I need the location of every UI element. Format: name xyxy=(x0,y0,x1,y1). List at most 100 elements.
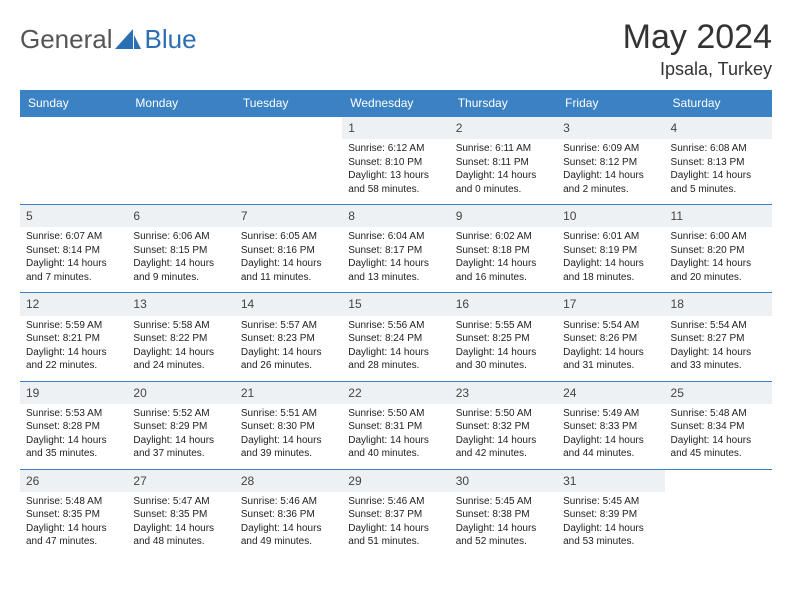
day-number: 15 xyxy=(342,293,449,315)
day-cell: 18Sunrise: 5:54 AMSunset: 8:27 PMDayligh… xyxy=(665,293,772,381)
day-number: 26 xyxy=(20,470,127,492)
logo: General Blue xyxy=(20,18,197,55)
day-cell: 7Sunrise: 6:05 AMSunset: 8:16 PMDaylight… xyxy=(235,205,342,293)
day-cell: 21Sunrise: 5:51 AMSunset: 8:30 PMDayligh… xyxy=(235,381,342,469)
day-cell: 26Sunrise: 5:48 AMSunset: 8:35 PMDayligh… xyxy=(20,469,127,557)
day-content: Sunrise: 5:48 AMSunset: 8:34 PMDaylight:… xyxy=(665,404,772,469)
day-cell: 8Sunrise: 6:04 AMSunset: 8:17 PMDaylight… xyxy=(342,205,449,293)
day-number: 16 xyxy=(450,293,557,315)
week-row: 19Sunrise: 5:53 AMSunset: 8:28 PMDayligh… xyxy=(20,381,772,469)
day-number: 29 xyxy=(342,470,449,492)
day-content: Sunrise: 5:47 AMSunset: 8:35 PMDaylight:… xyxy=(127,492,234,557)
page-title: May 2024 xyxy=(623,18,772,57)
header: General Blue May 2024 Ipsala, Turkey xyxy=(20,18,772,80)
day-cell: 15Sunrise: 5:56 AMSunset: 8:24 PMDayligh… xyxy=(342,293,449,381)
weekday-header: Thursday xyxy=(450,90,557,117)
week-row: 5Sunrise: 6:07 AMSunset: 8:14 PMDaylight… xyxy=(20,205,772,293)
day-content: Sunrise: 5:56 AMSunset: 8:24 PMDaylight:… xyxy=(342,316,449,381)
day-content: Sunrise: 6:04 AMSunset: 8:17 PMDaylight:… xyxy=(342,227,449,292)
day-number: 28 xyxy=(235,470,342,492)
day-cell: 12Sunrise: 5:59 AMSunset: 8:21 PMDayligh… xyxy=(20,293,127,381)
day-number: 1 xyxy=(342,117,449,139)
weekday-header: Monday xyxy=(127,90,234,117)
day-cell: 9Sunrise: 6:02 AMSunset: 8:18 PMDaylight… xyxy=(450,205,557,293)
week-row: 12Sunrise: 5:59 AMSunset: 8:21 PMDayligh… xyxy=(20,293,772,381)
day-content: Sunrise: 6:06 AMSunset: 8:15 PMDaylight:… xyxy=(127,227,234,292)
day-content: Sunrise: 6:01 AMSunset: 8:19 PMDaylight:… xyxy=(557,227,664,292)
logo-text-general: General xyxy=(20,24,113,55)
day-content: Sunrise: 5:55 AMSunset: 8:25 PMDaylight:… xyxy=(450,316,557,381)
day-content: Sunrise: 6:02 AMSunset: 8:18 PMDaylight:… xyxy=(450,227,557,292)
day-cell xyxy=(235,117,342,205)
day-number: 11 xyxy=(665,205,772,227)
week-row: 26Sunrise: 5:48 AMSunset: 8:35 PMDayligh… xyxy=(20,469,772,557)
title-block: May 2024 Ipsala, Turkey xyxy=(623,18,772,80)
day-cell: 23Sunrise: 5:50 AMSunset: 8:32 PMDayligh… xyxy=(450,381,557,469)
day-cell: 19Sunrise: 5:53 AMSunset: 8:28 PMDayligh… xyxy=(20,381,127,469)
day-cell: 14Sunrise: 5:57 AMSunset: 8:23 PMDayligh… xyxy=(235,293,342,381)
day-content: Sunrise: 5:54 AMSunset: 8:27 PMDaylight:… xyxy=(665,316,772,381)
day-cell: 13Sunrise: 5:58 AMSunset: 8:22 PMDayligh… xyxy=(127,293,234,381)
day-number: 14 xyxy=(235,293,342,315)
day-cell: 10Sunrise: 6:01 AMSunset: 8:19 PMDayligh… xyxy=(557,205,664,293)
day-number: 18 xyxy=(665,293,772,315)
day-number: 4 xyxy=(665,117,772,139)
day-content: Sunrise: 5:53 AMSunset: 8:28 PMDaylight:… xyxy=(20,404,127,469)
day-content: Sunrise: 5:49 AMSunset: 8:33 PMDaylight:… xyxy=(557,404,664,469)
day-content: Sunrise: 5:45 AMSunset: 8:39 PMDaylight:… xyxy=(557,492,664,557)
day-content: Sunrise: 5:46 AMSunset: 8:37 PMDaylight:… xyxy=(342,492,449,557)
day-cell: 28Sunrise: 5:46 AMSunset: 8:36 PMDayligh… xyxy=(235,469,342,557)
day-content: Sunrise: 5:51 AMSunset: 8:30 PMDaylight:… xyxy=(235,404,342,469)
day-number: 27 xyxy=(127,470,234,492)
day-content: Sunrise: 6:08 AMSunset: 8:13 PMDaylight:… xyxy=(665,139,772,204)
day-number: 30 xyxy=(450,470,557,492)
day-cell: 24Sunrise: 5:49 AMSunset: 8:33 PMDayligh… xyxy=(557,381,664,469)
logo-text-blue: Blue xyxy=(145,24,197,55)
day-cell: 1Sunrise: 6:12 AMSunset: 8:10 PMDaylight… xyxy=(342,117,449,205)
day-cell: 17Sunrise: 5:54 AMSunset: 8:26 PMDayligh… xyxy=(557,293,664,381)
day-cell xyxy=(127,117,234,205)
day-number: 31 xyxy=(557,470,664,492)
calendar-table: SundayMondayTuesdayWednesdayThursdayFrid… xyxy=(20,90,772,557)
day-content: Sunrise: 6:05 AMSunset: 8:16 PMDaylight:… xyxy=(235,227,342,292)
day-content: Sunrise: 6:00 AMSunset: 8:20 PMDaylight:… xyxy=(665,227,772,292)
day-number: 23 xyxy=(450,382,557,404)
day-cell: 25Sunrise: 5:48 AMSunset: 8:34 PMDayligh… xyxy=(665,381,772,469)
day-cell: 20Sunrise: 5:52 AMSunset: 8:29 PMDayligh… xyxy=(127,381,234,469)
day-number: 22 xyxy=(342,382,449,404)
day-content: Sunrise: 5:50 AMSunset: 8:31 PMDaylight:… xyxy=(342,404,449,469)
day-number: 6 xyxy=(127,205,234,227)
day-number: 5 xyxy=(20,205,127,227)
weekday-header: Tuesday xyxy=(235,90,342,117)
location-label: Ipsala, Turkey xyxy=(623,59,772,80)
day-cell: 3Sunrise: 6:09 AMSunset: 8:12 PMDaylight… xyxy=(557,117,664,205)
week-row: 1Sunrise: 6:12 AMSunset: 8:10 PMDaylight… xyxy=(20,117,772,205)
day-number: 2 xyxy=(450,117,557,139)
weekday-header-row: SundayMondayTuesdayWednesdayThursdayFrid… xyxy=(20,90,772,117)
day-cell: 2Sunrise: 6:11 AMSunset: 8:11 PMDaylight… xyxy=(450,117,557,205)
day-cell: 5Sunrise: 6:07 AMSunset: 8:14 PMDaylight… xyxy=(20,205,127,293)
day-cell: 6Sunrise: 6:06 AMSunset: 8:15 PMDaylight… xyxy=(127,205,234,293)
day-content: Sunrise: 5:50 AMSunset: 8:32 PMDaylight:… xyxy=(450,404,557,469)
day-content: Sunrise: 5:54 AMSunset: 8:26 PMDaylight:… xyxy=(557,316,664,381)
day-number: 10 xyxy=(557,205,664,227)
day-cell: 31Sunrise: 5:45 AMSunset: 8:39 PMDayligh… xyxy=(557,469,664,557)
day-cell xyxy=(665,469,772,557)
day-content: Sunrise: 5:58 AMSunset: 8:22 PMDaylight:… xyxy=(127,316,234,381)
day-cell: 11Sunrise: 6:00 AMSunset: 8:20 PMDayligh… xyxy=(665,205,772,293)
day-content: Sunrise: 6:11 AMSunset: 8:11 PMDaylight:… xyxy=(450,139,557,204)
day-number: 13 xyxy=(127,293,234,315)
day-number: 19 xyxy=(20,382,127,404)
day-content: Sunrise: 5:57 AMSunset: 8:23 PMDaylight:… xyxy=(235,316,342,381)
day-content: Sunrise: 6:09 AMSunset: 8:12 PMDaylight:… xyxy=(557,139,664,204)
day-content: Sunrise: 5:46 AMSunset: 8:36 PMDaylight:… xyxy=(235,492,342,557)
weekday-header: Sunday xyxy=(20,90,127,117)
day-number: 25 xyxy=(665,382,772,404)
day-cell: 16Sunrise: 5:55 AMSunset: 8:25 PMDayligh… xyxy=(450,293,557,381)
day-number: 24 xyxy=(557,382,664,404)
day-number: 21 xyxy=(235,382,342,404)
day-number: 9 xyxy=(450,205,557,227)
day-cell: 22Sunrise: 5:50 AMSunset: 8:31 PMDayligh… xyxy=(342,381,449,469)
weekday-header: Wednesday xyxy=(342,90,449,117)
day-number: 3 xyxy=(557,117,664,139)
